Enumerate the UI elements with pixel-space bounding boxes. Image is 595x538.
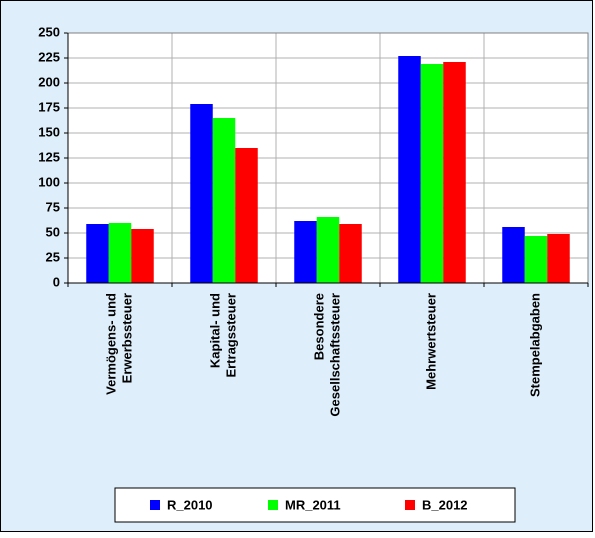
legend-swatch <box>268 500 278 510</box>
bar <box>398 56 421 283</box>
y-tick-label: 250 <box>38 24 60 39</box>
bar <box>235 148 258 283</box>
y-tick-label: 175 <box>38 99 60 114</box>
x-tick-label: Stempelabgaben <box>527 293 542 397</box>
bar <box>316 217 340 283</box>
y-tick-label: 25 <box>46 249 60 264</box>
legend-box <box>114 487 516 523</box>
legend-label: R_2010 <box>167 497 213 512</box>
x-tick-label: Gesellschaftssteuer <box>327 293 342 417</box>
legend-label: B_2012 <box>422 497 468 512</box>
x-tick-label: Besondere <box>311 293 326 360</box>
y-tick-label: 200 <box>38 74 60 89</box>
legend-label: MR_2011 <box>285 497 341 512</box>
bar <box>131 229 154 283</box>
bar <box>420 64 444 283</box>
bar <box>294 221 317 283</box>
x-tick-label: Mehrwertsteuer <box>423 293 438 390</box>
bar <box>86 224 109 283</box>
x-tick-label: Ertragssteuer <box>223 293 238 378</box>
legend-swatch <box>405 500 415 510</box>
x-tick-label: Kapital- und <box>207 293 222 368</box>
bar <box>212 118 236 283</box>
y-tick-label: 50 <box>46 224 60 239</box>
y-tick-label: 100 <box>38 174 60 189</box>
y-tick-label: 75 <box>46 199 60 214</box>
bar <box>108 223 132 283</box>
bar <box>547 234 570 283</box>
x-tick-label: Vermögens- und <box>103 293 118 395</box>
bar <box>502 227 525 283</box>
bar <box>190 104 213 283</box>
y-tick-label: 0 <box>53 274 60 289</box>
y-tick-label: 125 <box>38 149 60 164</box>
x-tick-label: Erwerbssteuer <box>119 293 134 383</box>
y-tick-label: 225 <box>38 49 60 64</box>
bar <box>339 224 362 283</box>
legend-swatch <box>150 500 160 510</box>
bar <box>443 62 466 283</box>
bar <box>524 236 548 283</box>
y-tick-label: 150 <box>38 124 60 139</box>
